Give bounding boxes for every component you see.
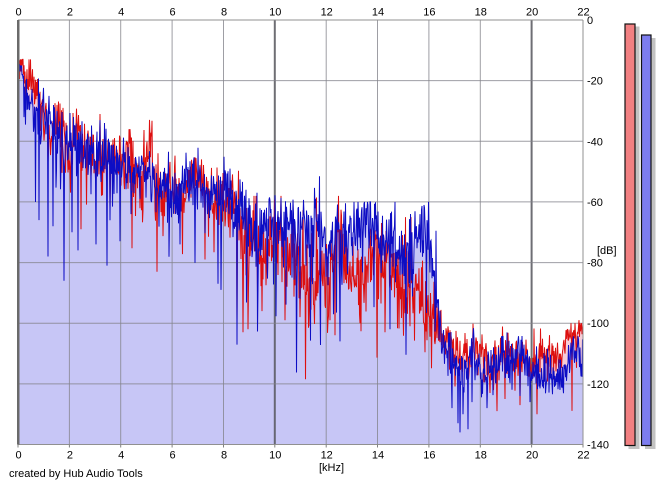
svg-text:6: 6 bbox=[170, 7, 176, 19]
svg-text:-120: -120 bbox=[587, 379, 609, 391]
svg-text:-80: -80 bbox=[587, 258, 603, 270]
svg-text:16: 16 bbox=[423, 7, 435, 19]
svg-text:0: 0 bbox=[587, 15, 593, 27]
svg-text:-20: -20 bbox=[587, 76, 603, 88]
svg-text:0: 0 bbox=[15, 7, 21, 19]
svg-text:[dB]: [dB] bbox=[597, 245, 617, 257]
svg-text:6: 6 bbox=[170, 450, 176, 462]
svg-text:8: 8 bbox=[221, 450, 227, 462]
svg-text:2: 2 bbox=[67, 7, 73, 19]
svg-text:8: 8 bbox=[221, 7, 227, 19]
svg-text:22: 22 bbox=[577, 450, 589, 462]
svg-text:10: 10 bbox=[269, 7, 281, 19]
svg-text:12: 12 bbox=[321, 7, 333, 19]
svg-text:-60: -60 bbox=[587, 197, 603, 209]
svg-text:-40: -40 bbox=[587, 136, 603, 148]
svg-text:4: 4 bbox=[118, 7, 124, 19]
svg-text:20: 20 bbox=[526, 450, 538, 462]
svg-text:-100: -100 bbox=[587, 318, 609, 330]
svg-text:0: 0 bbox=[15, 450, 21, 462]
svg-text:[kHz]: [kHz] bbox=[319, 462, 344, 474]
svg-text:created by Hub Audio Tools: created by Hub Audio Tools bbox=[9, 468, 143, 480]
svg-text:20: 20 bbox=[526, 7, 538, 19]
svg-text:10: 10 bbox=[269, 450, 281, 462]
svg-text:22: 22 bbox=[577, 7, 589, 19]
svg-text:2: 2 bbox=[67, 450, 73, 462]
svg-text:-140: -140 bbox=[587, 440, 609, 452]
svg-text:18: 18 bbox=[475, 7, 487, 19]
svg-text:12: 12 bbox=[321, 450, 333, 462]
svg-text:14: 14 bbox=[372, 7, 384, 19]
svg-text:18: 18 bbox=[475, 450, 487, 462]
svg-text:16: 16 bbox=[423, 450, 435, 462]
svg-text:14: 14 bbox=[372, 450, 384, 462]
svg-text:4: 4 bbox=[118, 450, 124, 462]
